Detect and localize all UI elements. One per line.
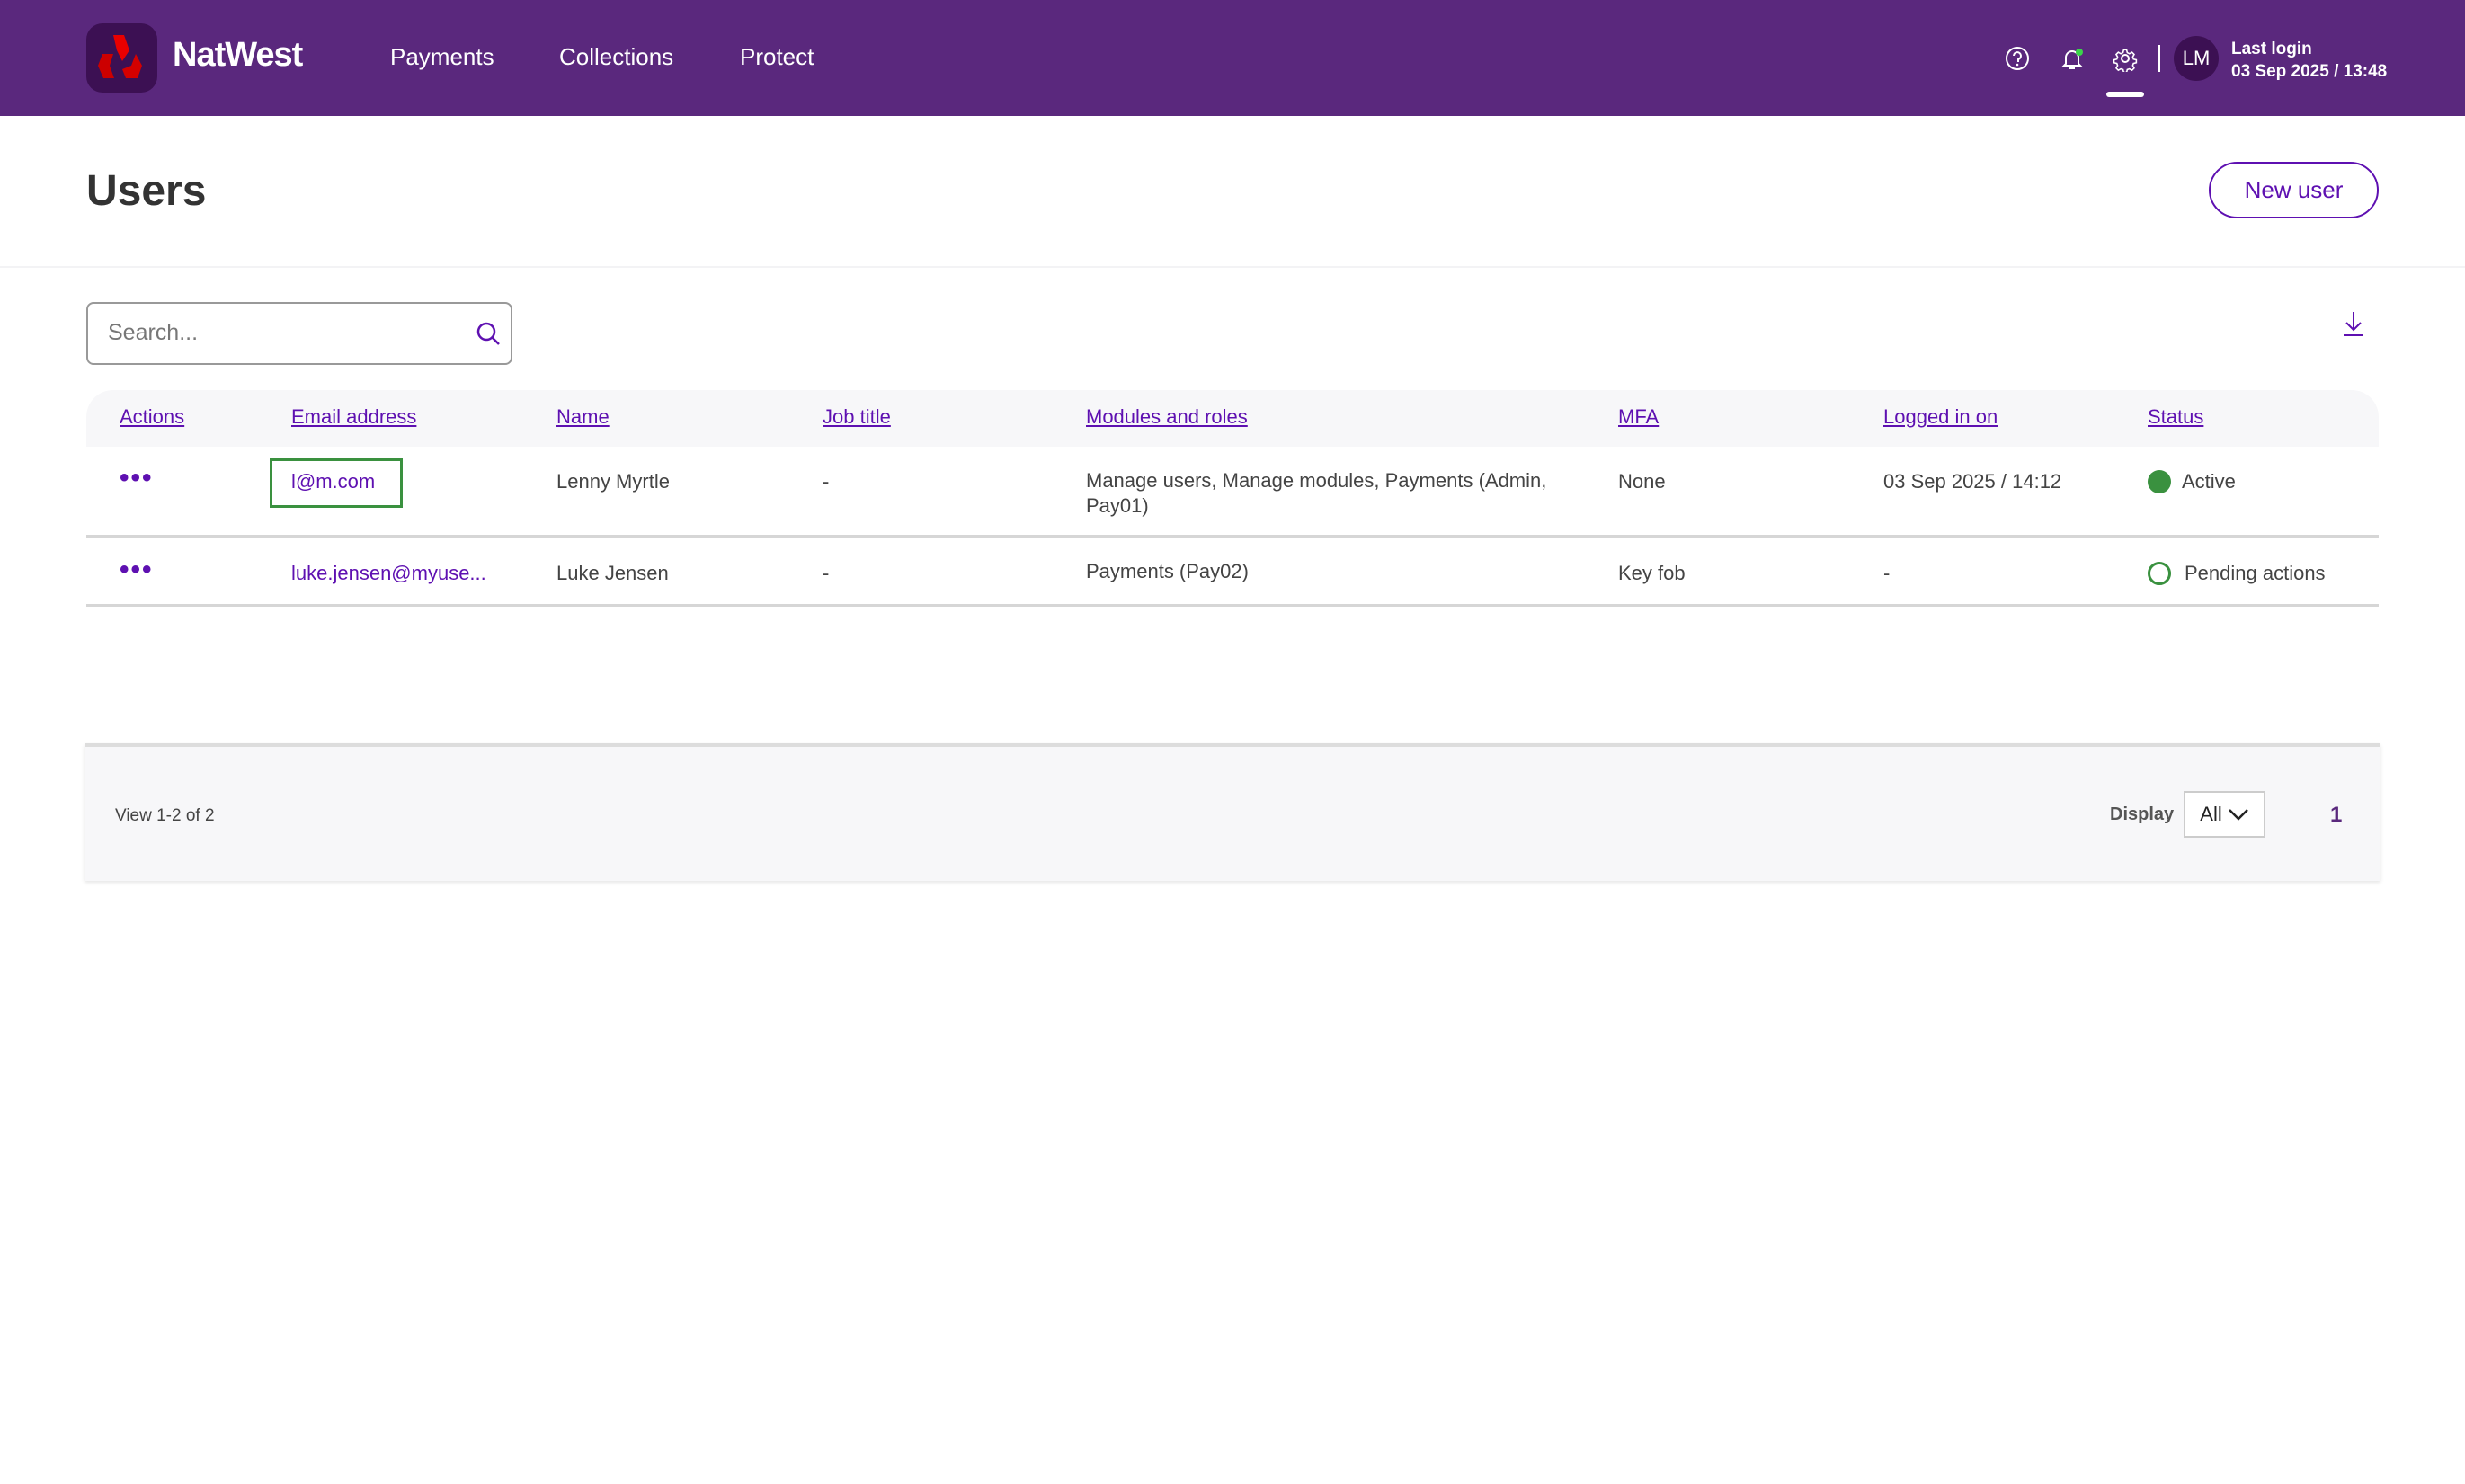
- header-divider: [2158, 45, 2160, 72]
- download-icon[interactable]: [2339, 309, 2368, 338]
- status-active-icon: [2148, 470, 2171, 493]
- col-job-title[interactable]: Job title: [823, 405, 891, 428]
- user-name: Lenny Myrtle: [556, 470, 670, 493]
- chevron-down-icon: [2228, 809, 2248, 821]
- row-actions-menu[interactable]: •••: [120, 463, 154, 493]
- display-select[interactable]: All: [2184, 791, 2265, 838]
- job-title: -: [823, 562, 830, 584]
- status-pending-icon: [2148, 562, 2171, 585]
- col-status[interactable]: Status: [2148, 405, 2204, 428]
- email-link[interactable]: luke.jensen@myuse...: [291, 562, 486, 584]
- nav-payments[interactable]: Payments: [390, 43, 494, 70]
- table-row: [86, 447, 2379, 538]
- status-badge: Pending actions: [2185, 562, 2326, 584]
- top-nav-bar: NatWest Payments Collections Protect LM …: [0, 0, 2465, 116]
- modules-roles: Payments (Pay02): [1086, 560, 1249, 582]
- search-icon[interactable]: [475, 320, 502, 347]
- search-box[interactable]: [86, 302, 512, 365]
- col-modules[interactable]: Modules and roles: [1086, 405, 1248, 428]
- user-name: Luke Jensen: [556, 562, 669, 584]
- mfa: Key fob: [1618, 562, 1686, 584]
- mfa: None: [1618, 470, 1666, 493]
- logged-in-on: -: [1883, 562, 1891, 584]
- nav-collections[interactable]: Collections: [559, 43, 674, 70]
- status-badge: Active: [2182, 470, 2236, 493]
- col-actions[interactable]: Actions: [120, 405, 185, 428]
- brand-name: NatWest: [173, 36, 303, 74]
- last-login-value: 03 Sep 2025 / 13:48: [2231, 62, 2388, 81]
- focus-outline: [270, 458, 403, 508]
- col-name[interactable]: Name: [556, 405, 610, 428]
- modules-roles: Manage users, Manage modules, Payments (…: [1086, 469, 1547, 517]
- nav-protect[interactable]: Protect: [740, 43, 814, 70]
- view-count: View 1-2 of 2: [115, 806, 215, 825]
- notification-bell-icon[interactable]: [2059, 45, 2086, 72]
- col-mfa[interactable]: MFA: [1618, 405, 1660, 428]
- divider: [0, 266, 2465, 268]
- settings-gear-icon[interactable]: [2112, 45, 2139, 72]
- last-login-label: Last login: [2231, 40, 2312, 58]
- col-email[interactable]: Email address: [291, 405, 417, 428]
- row-actions-menu[interactable]: •••: [120, 555, 154, 584]
- table-header: [86, 390, 2379, 447]
- col-logged-in[interactable]: Logged in on: [1883, 405, 1998, 428]
- display-label: Display: [2110, 804, 2175, 824]
- user-avatar[interactable]: LM: [2174, 36, 2219, 81]
- table-footer: [85, 743, 2380, 881]
- page-title: Users: [86, 167, 207, 215]
- display-value: All: [2200, 803, 2222, 825]
- natwest-logo-icon: [98, 35, 142, 78]
- table-row: [86, 538, 2379, 607]
- natwest-logo[interactable]: [86, 23, 157, 93]
- active-tab-indicator: [2106, 92, 2144, 97]
- help-icon[interactable]: [2004, 45, 2031, 72]
- logged-in-on: 03 Sep 2025 / 14:12: [1883, 470, 2062, 493]
- page-number[interactable]: 1: [2330, 803, 2343, 827]
- job-title: -: [823, 470, 830, 493]
- new-user-button[interactable]: New user: [2209, 162, 2379, 218]
- email-link[interactable]: l@m.com: [291, 470, 376, 493]
- search-input[interactable]: [108, 304, 467, 361]
